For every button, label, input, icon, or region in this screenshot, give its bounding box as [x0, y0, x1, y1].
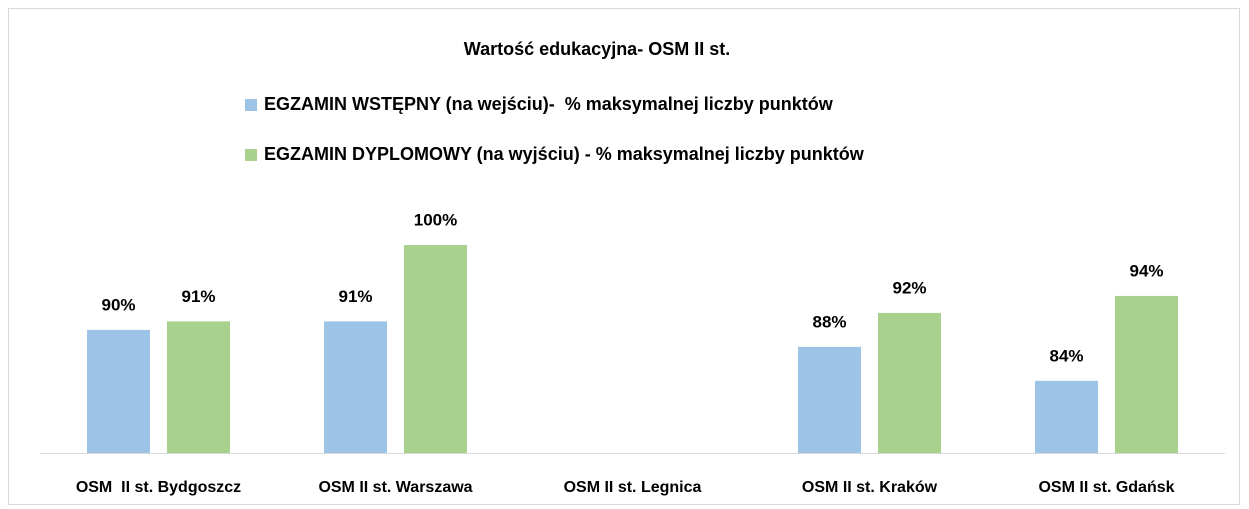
data-label: 84%: [1049, 346, 1083, 365]
bar: [404, 245, 467, 453]
data-label: 91%: [181, 287, 215, 306]
data-label: 88%: [812, 312, 846, 331]
data-label: 92%: [892, 278, 926, 297]
bar: [167, 321, 230, 453]
legend-swatch: [245, 99, 257, 111]
x-tick-label: OSM II st. Gdańsk: [1038, 479, 1174, 496]
bar: [87, 329, 150, 453]
legend-label: EGZAMIN WSTĘPNY (na wejściu)- % maksymal…: [264, 94, 834, 114]
x-tick-label: OSM II st. Bydgoszcz: [76, 479, 241, 496]
chart-title: Wartość edukacyjna- OSM II st.: [464, 39, 730, 59]
bar: [324, 321, 387, 453]
x-tick-label: OSM II st. Legnica: [564, 479, 702, 496]
data-label: 90%: [101, 295, 135, 314]
x-tick-label: OSM II st. Kraków: [802, 479, 938, 496]
bar: [1115, 295, 1178, 453]
data-label: 94%: [1129, 261, 1163, 280]
legend-swatch: [245, 149, 257, 161]
bar: [1035, 380, 1098, 453]
bar: [798, 346, 861, 453]
bar: [878, 312, 941, 453]
legend-label: EGZAMIN DYPLOMOWY (na wyjściu) - % maksy…: [264, 144, 865, 164]
data-label: 100%: [414, 210, 457, 229]
data-label: 91%: [338, 287, 372, 306]
x-tick-label: OSM II st. Warszawa: [318, 479, 472, 496]
